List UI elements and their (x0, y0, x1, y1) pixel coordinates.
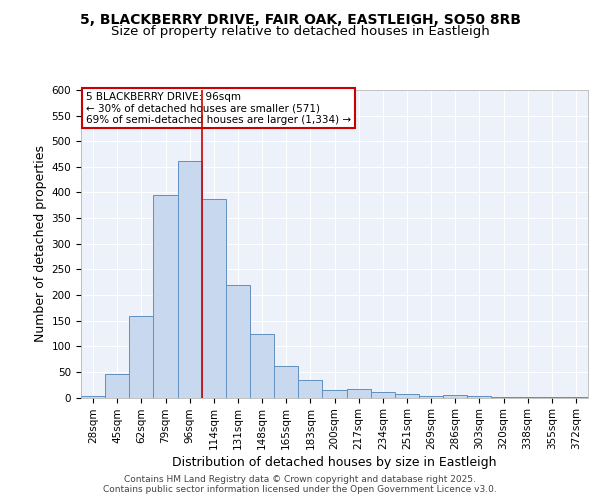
Bar (347, 390, 371, 398)
Bar (491, 397, 515, 398)
Y-axis label: Number of detached properties: Number of detached properties (34, 145, 47, 342)
Bar (298, 380, 322, 398)
X-axis label: Distribution of detached houses by size in Eastleigh: Distribution of detached houses by size … (172, 456, 497, 469)
Bar (395, 394, 419, 398)
Bar (202, 198, 226, 398)
Text: 5 BLACKBERRY DRIVE: 96sqm
← 30% of detached houses are smaller (571)
69% of semi: 5 BLACKBERRY DRIVE: 96sqm ← 30% of detac… (86, 92, 351, 124)
Bar (564, 397, 588, 398)
Bar (467, 396, 491, 398)
Text: 5, BLACKBERRY DRIVE, FAIR OAK, EASTLEIGH, SO50 8RB: 5, BLACKBERRY DRIVE, FAIR OAK, EASTLEIGH… (79, 13, 521, 27)
Bar (274, 366, 298, 398)
Text: Contains public sector information licensed under the Open Government Licence v3: Contains public sector information licen… (103, 486, 497, 494)
Bar (419, 396, 443, 398)
Bar (178, 160, 202, 398)
Bar (81, 396, 105, 398)
Bar (322, 390, 347, 398)
Text: Contains HM Land Registry data © Crown copyright and database right 2025.: Contains HM Land Registry data © Crown c… (124, 476, 476, 484)
Bar (443, 395, 467, 398)
Bar (105, 374, 129, 398)
Bar (129, 316, 154, 398)
Bar (540, 397, 564, 398)
Bar (226, 285, 250, 398)
Bar (371, 392, 395, 398)
Bar (250, 334, 274, 398)
Bar (154, 195, 178, 398)
Text: Size of property relative to detached houses in Eastleigh: Size of property relative to detached ho… (110, 24, 490, 38)
Bar (515, 397, 540, 398)
